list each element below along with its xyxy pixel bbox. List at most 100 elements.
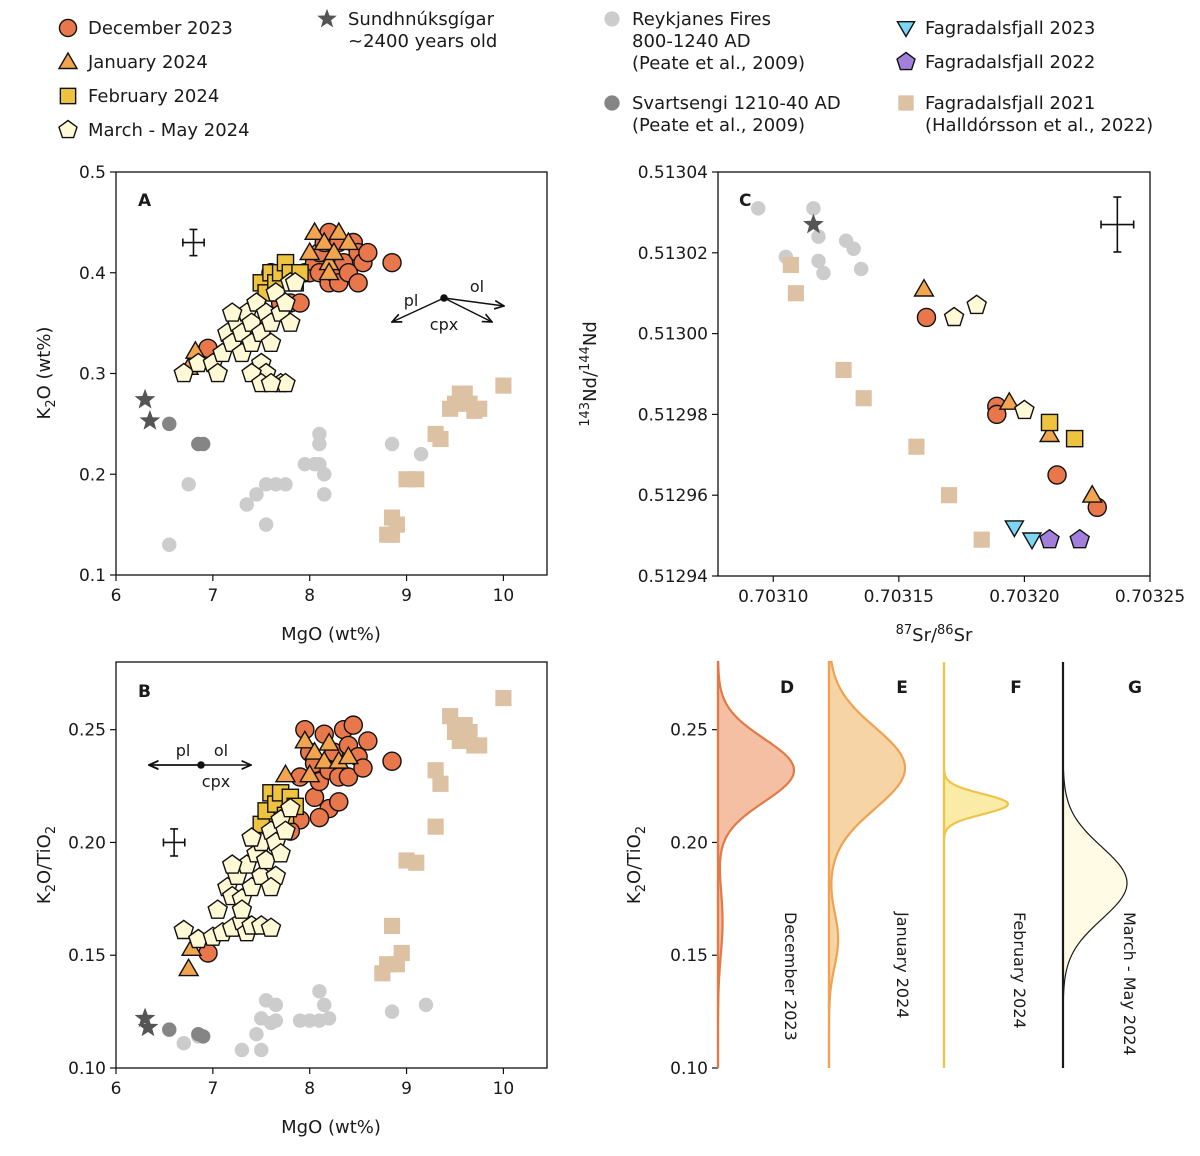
panel-a-ytick-label: 0.2 — [79, 465, 106, 485]
panel-c-point-reykjanes-fires-800-1240-ad — [750, 201, 766, 216]
panel-b-point-sundhn-ksg-gar-2400-years-old — [134, 1007, 156, 1028]
panel-a-point-svartsengi-1210-40-ad — [162, 416, 177, 432]
panel-a-point-reykjanes-fires-800-1240-ad — [278, 477, 293, 492]
panel-c-point-fagradalsfjall-2021 — [940, 487, 958, 504]
panel-c-point-fagradalsfjall-2022 — [1039, 528, 1060, 549]
panel-b-point-fagradalsfjall-2021 — [383, 917, 401, 934]
panel-e-letter: E — [896, 678, 908, 698]
panel-a-xtick-label: 8 — [304, 586, 315, 606]
panel-g-series-label: March - May 2024 — [1120, 912, 1139, 1056]
panel-b-point-reykjanes-fires-800-1240-ad — [312, 984, 327, 999]
panel-b-ytick-label: 0.10 — [68, 1059, 106, 1079]
panel-b-point-fagradalsfjall-2021 — [408, 854, 425, 871]
panel-b-point-march-may-2024 — [207, 899, 229, 919]
panel-b-vector-label-ol: ol — [214, 741, 228, 760]
panel-a-point-december-2023 — [348, 273, 368, 293]
panel-b-ytick-label: 0.25 — [68, 721, 106, 741]
panel-b-point-march-may-2024 — [173, 919, 195, 940]
panel-c-point-reykjanes-fires-800-1240-ad — [853, 261, 869, 277]
panel-a-point-sundhn-ksg-gar-2400-years-old — [134, 388, 156, 409]
panel-a-point-march-may-2024 — [221, 302, 243, 322]
panel-c-point-january-2024 — [1081, 484, 1103, 503]
panel-b-point-march-may-2024 — [221, 854, 243, 874]
panel-b-point-january-2024 — [318, 732, 340, 751]
panel-c-point-sundhn-ksg-gar-2400-years-old — [803, 213, 824, 234]
panel-a-xtick-label: 9 — [401, 586, 412, 606]
panel-a-vector-label-ol: ol — [470, 277, 484, 296]
panel-f-series-label: February 2024 — [1010, 912, 1029, 1029]
panel-c-point-fagradalsfjall-2023 — [1004, 520, 1025, 538]
panel-a-xtick-label: 10 — [493, 586, 515, 606]
panel-b-letter: B — [138, 682, 151, 702]
legend-label-f23: Fagradalsfjall 2023 — [925, 18, 1095, 39]
panel-b-point-march-may-2024 — [275, 820, 296, 840]
panel-f-density-curve — [942, 662, 1010, 1068]
panel-b-point-reykjanes-fires-800-1240-ad — [249, 1026, 264, 1042]
panel-a-point-march-may-2024 — [284, 271, 306, 292]
panel-c-point-march-may-2024 — [966, 294, 988, 315]
panel-c-ytick-label: 0.51296 — [638, 486, 708, 506]
panel-c-frame — [717, 171, 1151, 577]
panel-c-xlabel: 87Sr/86Sr — [896, 623, 973, 646]
panel-b-point-january-2024 — [298, 763, 321, 783]
panel-b-point-march-may-2024 — [280, 797, 301, 818]
panel-b-point-fagradalsfjall-2021 — [393, 944, 410, 962]
panel-d-ytick-label: 0.15 — [670, 946, 708, 966]
panel-b-ylabel: K2O/TiO2 — [34, 826, 59, 904]
legend-marker-jan — [57, 51, 79, 70]
panel-b-xtick-label: 8 — [304, 1079, 315, 1099]
panel-a-point-svartsengi-1210-40-ad — [195, 436, 211, 452]
panel-c-xtick-label: 0.70315 — [864, 587, 934, 607]
panel-b-point-march-may-2024 — [260, 876, 282, 897]
panel-b-point-fagradalsfjall-2021 — [495, 690, 512, 707]
panel-c-point-fagradalsfjall-2021 — [782, 256, 799, 273]
panel-c-ytick-label: 0.51300 — [638, 325, 708, 345]
panel-a-point-reykjanes-fires-800-1240-ad — [312, 436, 327, 452]
panel-c-point-fagradalsfjall-2021 — [973, 531, 990, 548]
panel-c-ytick-label: 0.51302 — [638, 244, 708, 264]
panel-b-xtick-label: 10 — [493, 1079, 515, 1099]
panel-c-xtick-label: 0.70320 — [989, 587, 1059, 607]
panel-b-point-december-2023 — [343, 715, 364, 735]
panel-b-point-january-2024 — [294, 729, 316, 749]
panel-a-point-reykjanes-fires-800-1240-ad — [317, 467, 332, 482]
panel-a-vector-label-pl: pl — [404, 291, 419, 310]
panel-a-point-reykjanes-fires-800-1240-ad — [413, 446, 429, 462]
legend-marker-sva — [604, 95, 620, 111]
panel-a-point-fagradalsfjall-2021 — [408, 471, 425, 488]
panel-b-point-reykjanes-fires-800-1240-ad — [176, 1035, 192, 1051]
panel-c-ylabel: 143Nd/144Nd — [578, 321, 601, 427]
panel-c-point-december-2023 — [1047, 465, 1067, 485]
panel-a-point-january-2024 — [313, 231, 335, 251]
panel-b-point-fagradalsfjall-2021 — [427, 818, 444, 835]
panel-b-point-march-may-2024 — [260, 917, 282, 937]
panel-b-point-january-2024 — [337, 745, 360, 765]
panel-c-ytick-label: 0.51294 — [638, 567, 708, 587]
panel-b-point-fagradalsfjall-2021 — [442, 708, 459, 725]
panel-a-point-reykjanes-fires-800-1240-ad — [162, 537, 177, 553]
legend-label-rey: 800-1240 AD — [632, 31, 751, 52]
panel-a-point-reykjanes-fires-800-1240-ad — [258, 517, 274, 532]
panel-b-point-reykjanes-fires-800-1240-ad — [234, 1042, 250, 1058]
legend-marker-f22 — [896, 51, 916, 71]
panel-c-point-february-2024 — [1040, 413, 1059, 432]
panel-b-point-january-2024 — [303, 741, 326, 760]
panel-c-point-january-2024 — [913, 278, 935, 297]
panel-c-point-fagradalsfjall-2023 — [1021, 532, 1043, 551]
legend-label-sun: ~2400 years old — [348, 31, 497, 52]
panel-d-series-label: December 2023 — [781, 912, 800, 1041]
panel-a-ytick-label: 0.4 — [79, 264, 106, 284]
panel-a-point-fagradalsfjall-2021 — [471, 400, 488, 417]
panel-b-point-fagradalsfjall-2021 — [461, 723, 478, 740]
panel-c-point-reykjanes-fires-800-1240-ad — [806, 201, 821, 216]
panel-a-xtick-label: 7 — [207, 586, 218, 606]
panel-a-point-january-2024 — [328, 221, 350, 241]
panel-d-g-ylabel: K2O/TiO2 — [624, 826, 649, 904]
panel-b-point-december-2023 — [309, 807, 330, 828]
panel-a-point-reykjanes-fires-800-1240-ad — [312, 426, 327, 442]
panel-b-point-march-may-2024 — [270, 842, 291, 863]
panel-b-point-reykjanes-fires-800-1240-ad — [418, 997, 434, 1013]
panel-b-mgo-vs-k2o-tio2: B MgO (wt%) K2O/TiO2 6 7 8 9 10 0.10 0.15 0.20 0… — [34, 661, 548, 1138]
